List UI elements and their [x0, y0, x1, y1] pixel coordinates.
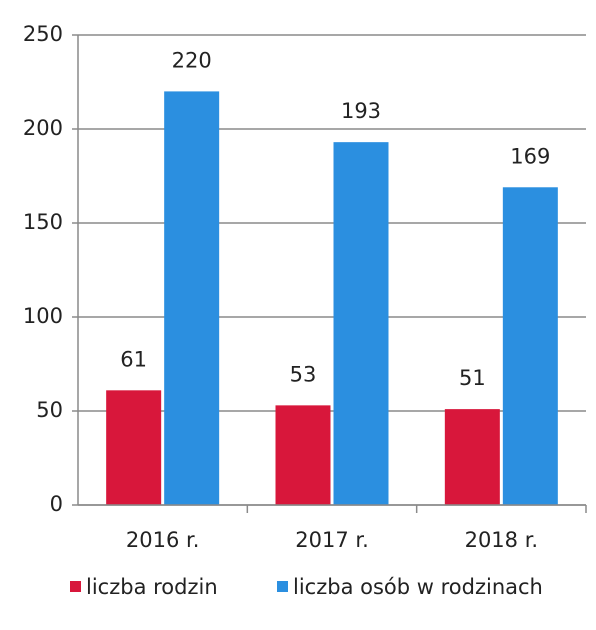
y-tick-label: 250 [23, 22, 63, 46]
x-tick-label: 2018 r. [465, 528, 539, 552]
y-tick-label: 200 [23, 116, 63, 140]
x-tick-label: 2016 r. [126, 528, 200, 552]
bar [333, 142, 389, 505]
data-label: 51 [459, 366, 486, 390]
legend-label: liczba osób w rodzinach [293, 575, 543, 599]
legend-swatch [277, 581, 288, 592]
data-label: 220 [172, 48, 212, 72]
data-label: 53 [290, 362, 317, 386]
bar [444, 409, 500, 505]
y-tick-label: 100 [23, 304, 63, 328]
data-label: 193 [341, 99, 381, 123]
bar [275, 405, 331, 505]
y-tick-label: 0 [50, 492, 63, 516]
legend-swatch [70, 581, 81, 592]
x-tick-label: 2017 r. [295, 528, 369, 552]
y-tick-label: 150 [23, 210, 63, 234]
bar [106, 390, 162, 505]
y-tick-label: 50 [36, 398, 63, 422]
legend-label: liczba rodzin [86, 575, 218, 599]
data-label: 61 [120, 347, 147, 371]
bar [164, 91, 220, 506]
bar [502, 187, 558, 505]
data-label: 169 [510, 144, 550, 168]
